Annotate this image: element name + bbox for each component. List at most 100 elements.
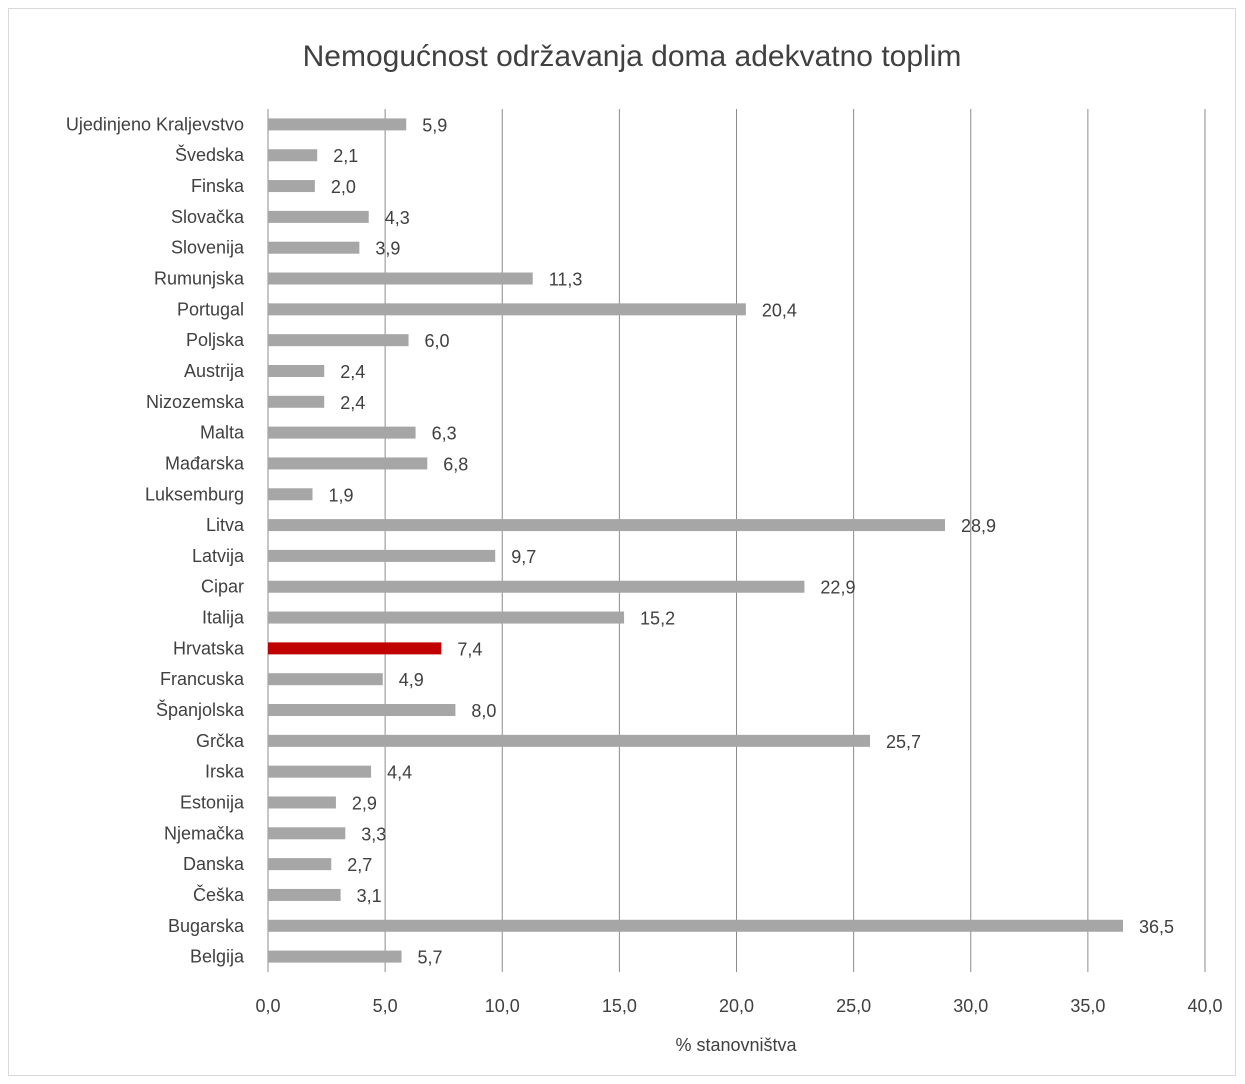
value-label: 3,9 (375, 239, 400, 259)
value-label: 5,9 (422, 115, 447, 135)
category-label: Belgija (190, 947, 245, 967)
value-label: 8,0 (471, 701, 496, 721)
value-label: 2,4 (340, 362, 365, 382)
category-label: Njemačka (164, 823, 245, 843)
value-label: 6,8 (443, 454, 468, 474)
value-label: 20,4 (762, 300, 797, 320)
category-label: Latvija (192, 546, 245, 566)
category-label: Malta (200, 423, 245, 443)
bar (268, 118, 407, 131)
bar (268, 457, 428, 470)
value-label: 9,7 (511, 547, 536, 567)
bar (268, 426, 416, 439)
value-label: 4,4 (387, 763, 412, 783)
category-label: Češka (193, 884, 245, 905)
bar (268, 704, 456, 717)
chart-frame (8, 8, 1236, 1076)
value-label: 15,2 (640, 609, 675, 629)
x-tick-label: 25,0 (836, 996, 871, 1016)
bar (268, 488, 313, 501)
category-label: Finska (191, 176, 245, 196)
value-label: 6,0 (425, 331, 450, 351)
value-label: 11,3 (549, 270, 583, 290)
category-label: Španjolska (156, 699, 245, 720)
value-label: 5,7 (418, 948, 443, 968)
bar (268, 796, 336, 809)
bar (268, 888, 341, 901)
bar (268, 241, 360, 254)
category-label: Bugarska (168, 916, 245, 936)
value-label: 22,9 (820, 578, 855, 598)
x-tick-label: 40,0 (1187, 996, 1222, 1016)
x-tick-label: 20,0 (719, 996, 754, 1016)
value-label: 4,3 (385, 208, 410, 228)
bar (268, 149, 318, 162)
chart-title: Nemogućnost održavanja doma adekvatno to… (303, 40, 962, 73)
category-labels: Ujedinjeno Kraljevstvo Švedska Finska Slova… (66, 114, 245, 966)
value-label: 7,4 (457, 639, 482, 659)
bar (268, 734, 871, 747)
value-label: 3,3 (361, 824, 386, 844)
bar (268, 364, 325, 377)
category-label: Danska (183, 854, 245, 874)
x-tick-label: 0,0 (255, 996, 280, 1016)
bar (268, 642, 442, 655)
x-tick-label: 15,0 (602, 996, 637, 1016)
x-axis-ticks: 0,0 5,0 10,0 15,0 20,0 25,0 30,0 35,0 40,0 (255, 996, 1222, 1016)
value-label: 2,1 (333, 146, 358, 166)
bar (268, 519, 945, 532)
bar (268, 950, 402, 963)
category-label: Rumunjska (154, 269, 245, 289)
value-label: 1,9 (329, 485, 354, 505)
category-label: Slovačka (171, 207, 245, 227)
bar (268, 303, 746, 316)
category-label: Grčka (196, 731, 245, 751)
category-label: Portugal (177, 299, 244, 319)
category-label: Poljska (186, 330, 245, 350)
x-tick-label: 30,0 (953, 996, 988, 1016)
x-axis-label: % stanovništva (675, 1035, 797, 1055)
category-label: Slovenija (171, 238, 245, 258)
gridlines (267, 109, 1206, 972)
bar (268, 611, 625, 624)
bar (268, 858, 332, 871)
x-tick-label: 5,0 (373, 996, 398, 1016)
value-label: 2,0 (331, 177, 356, 197)
bars (268, 118, 1124, 963)
bar (268, 549, 496, 562)
value-label: 36,5 (1139, 917, 1174, 937)
value-label: 2,9 (352, 793, 377, 813)
bar (268, 210, 369, 223)
bar (268, 827, 346, 840)
category-label: Mađarska (165, 453, 245, 473)
category-label: Švedska (175, 144, 245, 165)
category-label: Litva (206, 515, 245, 535)
x-tick-label: 35,0 (1070, 996, 1105, 1016)
bar (268, 673, 383, 686)
bar (268, 395, 325, 408)
bar (268, 580, 805, 593)
value-labels: 5,9 2,1 2,0 4,3 3,9 11,3 20,4 6,0 2,4 2,4 6,3 6,8 1,… (329, 115, 1175, 967)
category-label: Italija (202, 608, 245, 628)
category-label: Hrvatska (173, 638, 245, 658)
value-label: 4,9 (399, 670, 424, 690)
value-label: 6,3 (432, 424, 457, 444)
category-label: Cipar (201, 577, 244, 597)
bar (268, 765, 372, 778)
category-label: Austrija (184, 361, 245, 381)
category-label: Irska (205, 762, 245, 782)
value-label: 28,9 (961, 516, 996, 536)
value-label: 2,7 (347, 855, 372, 875)
category-label: Ujedinjeno Kraljevstvo (66, 114, 244, 134)
bar (268, 334, 409, 347)
x-tick-label: 10,0 (485, 996, 520, 1016)
bar (268, 272, 533, 285)
category-label: Francuska (160, 669, 245, 689)
value-label: 2,4 (340, 393, 365, 413)
value-label: 25,7 (886, 732, 921, 752)
value-label: 3,1 (357, 886, 382, 906)
bar (268, 919, 1124, 932)
category-label: Nizozemska (146, 392, 245, 412)
category-label: Luksemburg (145, 484, 244, 504)
